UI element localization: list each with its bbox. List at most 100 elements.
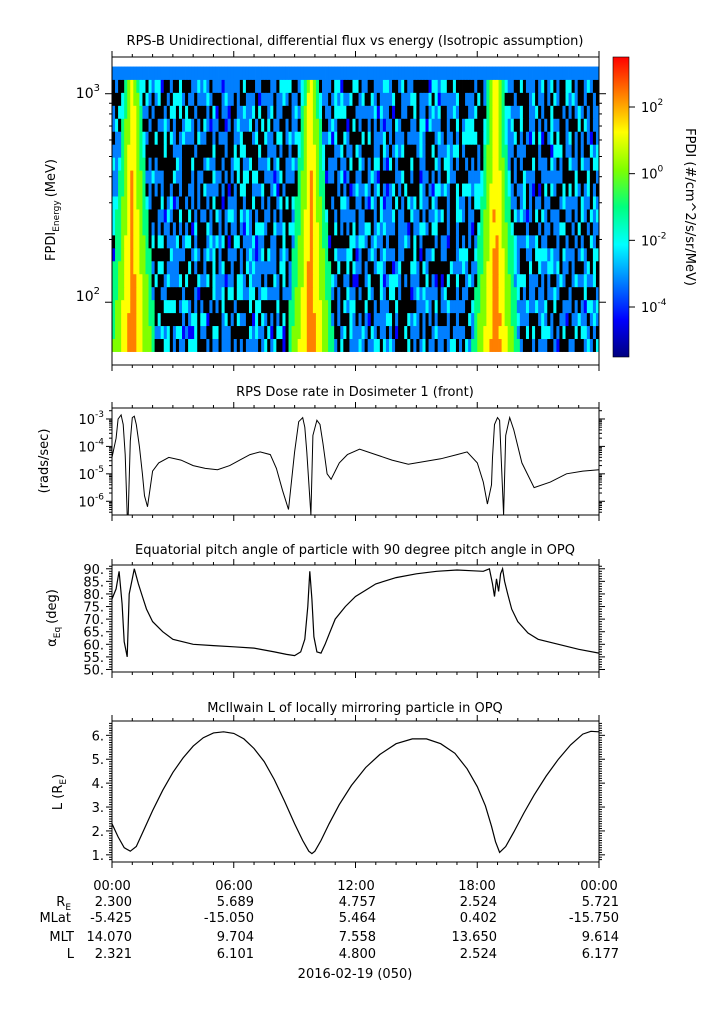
heatmap-cell bbox=[504, 299, 509, 314]
heatmap-cell bbox=[163, 234, 168, 249]
heatmap-cell bbox=[586, 260, 591, 275]
heatmap-cell bbox=[574, 209, 579, 223]
heatmap-cell bbox=[388, 92, 393, 106]
heatmap-cell bbox=[261, 170, 265, 184]
heatmap-cell bbox=[455, 170, 460, 184]
heatmap-cell bbox=[154, 196, 159, 210]
heatmap-cell bbox=[224, 66, 229, 80]
heatmap-cell bbox=[404, 234, 408, 249]
heatmap-cell bbox=[559, 105, 563, 119]
heatmap-cell bbox=[325, 273, 329, 288]
heatmap-cell bbox=[318, 157, 323, 171]
heatmap-cell bbox=[203, 234, 207, 249]
heatmap-cell bbox=[118, 247, 122, 262]
heatmap-cell bbox=[121, 183, 125, 197]
heatmap-cell bbox=[133, 209, 137, 223]
heatmap-cell bbox=[434, 66, 439, 80]
heatmap-cell bbox=[264, 79, 268, 93]
heatmap-cell bbox=[312, 131, 317, 145]
heatmap-cell bbox=[163, 92, 168, 106]
heatmap-cell bbox=[385, 338, 390, 352]
heatmap-cell bbox=[255, 183, 259, 197]
heatmap-cell bbox=[233, 66, 238, 80]
heatmap-cell bbox=[285, 196, 289, 210]
heatmap-cell bbox=[437, 196, 442, 210]
heatmap-cell bbox=[115, 234, 119, 249]
heatmap-cell bbox=[148, 299, 152, 314]
heatmap-cell bbox=[452, 247, 457, 262]
heatmap-cell bbox=[532, 196, 536, 210]
heatmap-cell bbox=[580, 209, 585, 223]
heatmap-cell bbox=[291, 222, 296, 236]
heatmap-cell bbox=[462, 92, 466, 106]
heatmap-cell bbox=[291, 325, 296, 340]
heatmap-cell bbox=[434, 170, 439, 184]
lshell-axis-ticks: 1.2.3.4.5.6. bbox=[92, 715, 605, 868]
heatmap-cell bbox=[300, 118, 305, 132]
heatmap-cell bbox=[550, 79, 554, 93]
heatmap-cell bbox=[127, 183, 131, 197]
heatmap-cell bbox=[410, 312, 414, 327]
heatmap-cell bbox=[401, 222, 405, 236]
heatmap-cell bbox=[388, 131, 393, 145]
heatmap-cell bbox=[580, 66, 585, 80]
heatmap-cell bbox=[550, 131, 554, 145]
heatmap-cell bbox=[151, 196, 156, 210]
heatmap-cell bbox=[370, 286, 375, 301]
heatmap-cell bbox=[410, 144, 414, 158]
heatmap-cell bbox=[334, 286, 338, 301]
heatmap-cell bbox=[261, 234, 265, 249]
heatmap-cell bbox=[498, 131, 502, 145]
heatmap-cell bbox=[416, 312, 420, 327]
heatmap-cell bbox=[468, 183, 472, 197]
heatmap-cell bbox=[416, 131, 420, 145]
heatmap-cell bbox=[282, 260, 286, 275]
heatmap-cell bbox=[486, 66, 490, 80]
heatmap-cell bbox=[349, 196, 353, 210]
heatmap-cell bbox=[556, 170, 560, 184]
heatmap-cell bbox=[191, 222, 195, 236]
heatmap-cell bbox=[385, 312, 390, 327]
heatmap-cell bbox=[175, 234, 180, 249]
heatmap-cell bbox=[175, 286, 180, 301]
heatmap-cell bbox=[413, 105, 417, 119]
heatmap-cell bbox=[519, 92, 524, 106]
heatmap-cell bbox=[468, 118, 472, 132]
heatmap-cell bbox=[303, 338, 308, 352]
heatmap-cell bbox=[586, 338, 591, 352]
heatmap-cell bbox=[489, 183, 493, 197]
heatmap-cell bbox=[133, 144, 137, 158]
heatmap-cell bbox=[455, 273, 460, 288]
heatmap-cell bbox=[577, 196, 582, 210]
heatmap-cell bbox=[160, 286, 165, 301]
heatmap-cell bbox=[191, 234, 195, 249]
heatmap-cell bbox=[504, 105, 509, 119]
heatmap-cell bbox=[343, 92, 347, 106]
heatmap-cell bbox=[218, 105, 222, 119]
heatmap-cell bbox=[364, 234, 369, 249]
heatmap-cell bbox=[428, 234, 432, 249]
heatmap-cell bbox=[468, 209, 472, 223]
heatmap-cell bbox=[322, 222, 326, 236]
heatmap-cell bbox=[510, 234, 515, 249]
heatmap-cell bbox=[233, 312, 238, 327]
heatmap-cell bbox=[112, 144, 116, 158]
heatmap-cell bbox=[325, 170, 329, 184]
heatmap-cell bbox=[157, 325, 162, 340]
heatmap-cell bbox=[315, 196, 320, 210]
heatmap-cell bbox=[194, 105, 198, 119]
heatmap-cell bbox=[239, 260, 244, 275]
heatmap-cell bbox=[255, 234, 259, 249]
heatmap-cell bbox=[221, 222, 226, 236]
heatmap-cell bbox=[197, 144, 201, 158]
heatmap-cell bbox=[398, 118, 402, 132]
heatmap-cell bbox=[455, 183, 460, 197]
heatmap-cell bbox=[553, 260, 557, 275]
heatmap-cell bbox=[175, 118, 180, 132]
heatmap-cell bbox=[422, 118, 426, 132]
heatmap-cell bbox=[121, 131, 125, 145]
heatmap-cell bbox=[328, 209, 332, 223]
heatmap-cell bbox=[556, 105, 560, 119]
heatmap-cell bbox=[358, 79, 362, 93]
heatmap-cell bbox=[303, 286, 308, 301]
